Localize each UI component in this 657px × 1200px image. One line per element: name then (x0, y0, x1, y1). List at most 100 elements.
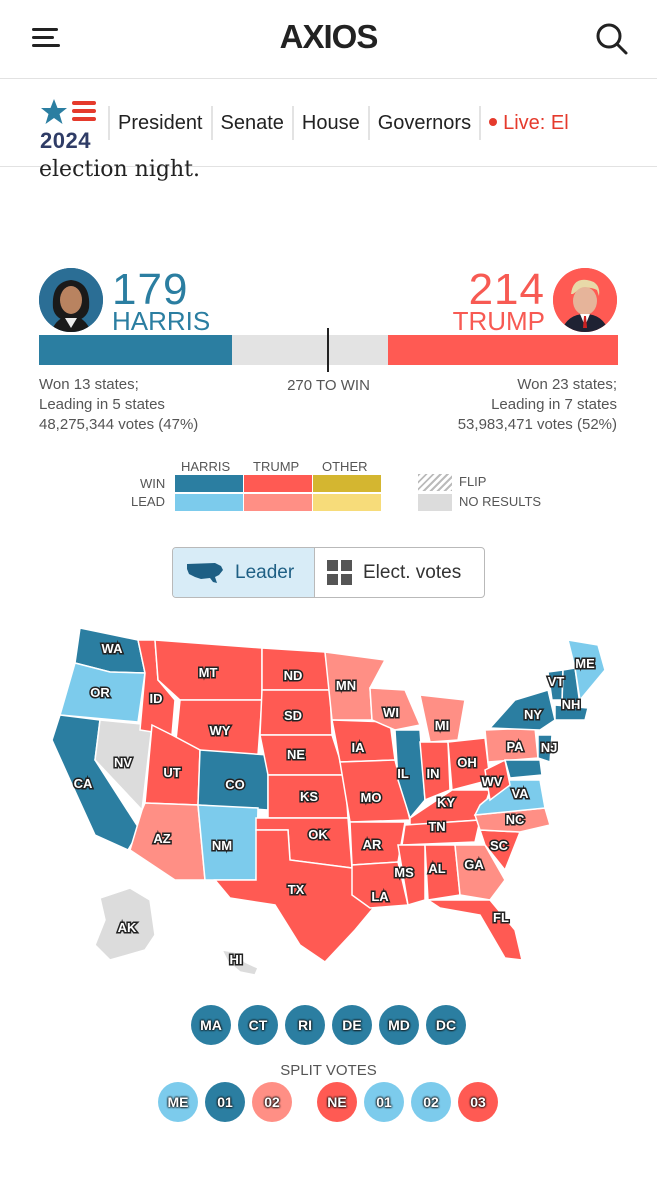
small-state-md[interactable]: MD (379, 1005, 419, 1045)
election-2024-logo-icon[interactable] (38, 98, 102, 154)
elect-votes-toggle-button[interactable]: Elect. votes (315, 548, 461, 597)
split-me-state[interactable]: ME (158, 1082, 198, 1122)
state-nj[interactable] (537, 734, 553, 764)
legend-other: OTHER (322, 459, 368, 474)
nav-house[interactable]: House (291, 106, 368, 140)
split-votes-title: SPLIT VOTES (280, 1062, 377, 1079)
small-state-ct[interactable]: CT (238, 1005, 278, 1045)
nav-governors[interactable]: Governors (367, 106, 479, 140)
state-label-sd: SD (284, 708, 302, 723)
state-il[interactable] (394, 729, 426, 820)
split-ne-district-1[interactable]: 01 (364, 1082, 404, 1122)
state-or[interactable] (59, 662, 146, 723)
harris-stats: Won 13 states; Leading in 5 states 48,27… (39, 375, 198, 435)
state-me[interactable] (566, 639, 606, 702)
state-ak[interactable] (94, 887, 156, 961)
state-ny[interactable] (488, 689, 556, 731)
state-label-ms: MS (394, 865, 414, 880)
legend-trump: TRUMP (253, 459, 300, 474)
state-label-ar: AR (363, 837, 382, 852)
state-label-il: IL (397, 766, 409, 781)
axios-logo[interactable]: AXIOS (279, 18, 379, 55)
state-label-hi: HI (230, 952, 243, 967)
state-label-ks: KS (300, 789, 318, 804)
swatch-trump-lead (244, 494, 312, 511)
state-label-mi: MI (435, 718, 449, 733)
state-label-ak: AK (118, 920, 137, 935)
state-label-wv: WV (482, 774, 503, 789)
state-label-in: IN (427, 766, 440, 781)
state-label-ky: KY (437, 795, 455, 810)
state-label-mt: MT (199, 665, 218, 680)
state-label-co: CO (225, 777, 245, 792)
nav-items: President Senate House Governors Live: E… (108, 104, 620, 142)
legend-harris: HARRIS (181, 459, 231, 474)
state-label-tx: TX (288, 882, 305, 897)
leader-toggle-button[interactable]: Leader (173, 548, 315, 597)
us-map-icon (187, 562, 223, 583)
trump-bar (387, 335, 618, 365)
state-tn[interactable] (401, 819, 481, 846)
split-ne-state[interactable]: NE (317, 1082, 357, 1122)
state-label-la: LA (371, 889, 389, 904)
state-label-ia: IA (352, 740, 366, 755)
trump-leading: Leading in 7 states (491, 396, 617, 413)
swatch-harris-lead (175, 494, 243, 511)
menu-icon[interactable] (32, 26, 62, 48)
harris-name: HARRIS (112, 306, 211, 336)
state-fl[interactable] (425, 899, 523, 961)
state-label-mn: MN (336, 678, 356, 693)
nav-president[interactable]: President (108, 106, 211, 140)
legend-win: WIN (140, 476, 166, 491)
harris-votes: 48,275,344 votes (47%) (39, 416, 199, 433)
state-label-nc: NC (506, 812, 525, 827)
split-ne-district-3[interactable]: 03 (458, 1082, 498, 1122)
state-ga[interactable] (454, 844, 506, 901)
state-mi[interactable] (419, 694, 466, 743)
state-label-nv: NV (114, 755, 132, 770)
small-state-ri[interactable]: RI (285, 1005, 325, 1045)
intro-text: election night. (39, 157, 200, 182)
harris-won: Won 13 states; (39, 376, 139, 393)
small-state-ma[interactable]: MA (191, 1005, 231, 1045)
state-hi[interactable] (220, 949, 259, 976)
state-label-pa: PA (506, 739, 524, 754)
split-me-district-1[interactable]: 01 (205, 1082, 245, 1122)
nav-senate[interactable]: Senate (210, 106, 292, 140)
state-in[interactable] (419, 741, 451, 802)
state-nh[interactable] (561, 667, 581, 706)
state-wi[interactable] (369, 687, 422, 731)
state-wv[interactable] (484, 758, 511, 802)
us-election-map: WA OR CA NV ID MT WY UT AZ CO NM ND SD NE KS OK TX MN IA MO… (51, 627, 606, 976)
state-tx[interactable] (213, 829, 381, 963)
election-nav (0, 80, 657, 167)
state-label-ca: CA (74, 776, 93, 791)
state-ma[interactable] (554, 704, 589, 721)
legend-flip: FLIP (459, 474, 487, 489)
state-md[interactable] (504, 759, 543, 779)
swatch-harris-win (175, 475, 243, 492)
swatch-other-win (313, 475, 381, 492)
small-state-de[interactable]: DE (332, 1005, 372, 1045)
nav-live-label: Live: El (503, 112, 569, 134)
state-ms[interactable] (397, 844, 426, 906)
map-view-toggle: Leader Elect. votes (172, 547, 485, 598)
nav-live[interactable]: Live: El (479, 106, 577, 140)
state-label-mo: MO (361, 790, 382, 805)
small-state-dc[interactable]: DC (426, 1005, 466, 1045)
legend-lead: LEAD (131, 494, 165, 509)
split-me-district-2[interactable]: 02 (252, 1082, 292, 1122)
live-dot-icon (489, 117, 498, 126)
trump-electoral-votes: 214 (468, 265, 545, 314)
trump-avatar (553, 268, 617, 332)
harris-leading: Leading in 5 states (39, 396, 165, 413)
search-icon[interactable] (592, 19, 632, 59)
state-label-or: OR (90, 685, 110, 700)
to-win-label: 270 TO WIN (287, 377, 370, 394)
state-la[interactable] (351, 861, 409, 909)
state-label-ga: GA (464, 857, 484, 872)
top-bar: AXIOS (0, 0, 657, 79)
state-label-wy: WY (210, 723, 231, 738)
election-year: 2024 (40, 128, 91, 153)
split-ne-district-2[interactable]: 02 (411, 1082, 451, 1122)
